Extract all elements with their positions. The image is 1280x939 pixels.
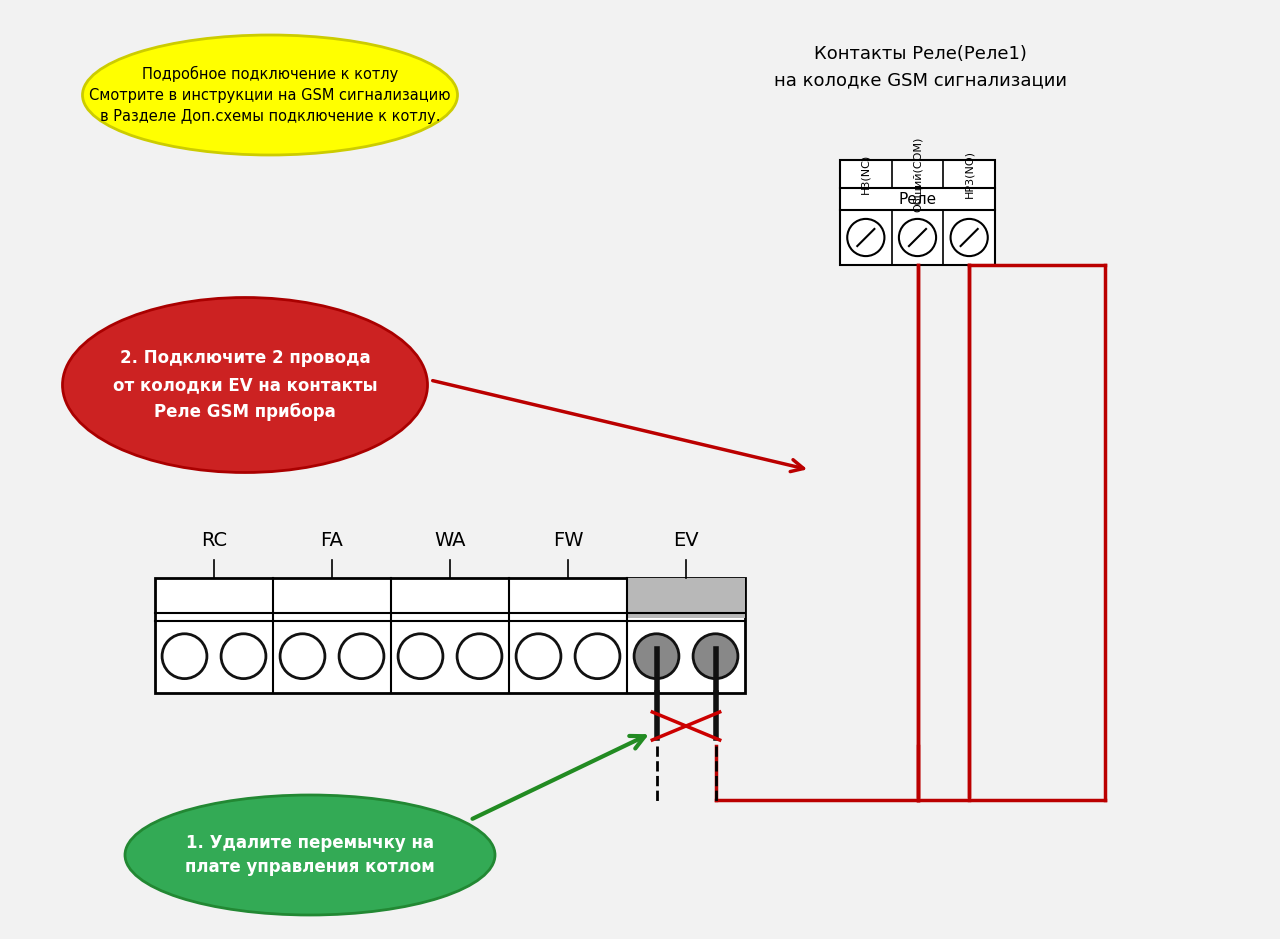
Circle shape	[692, 634, 739, 679]
Circle shape	[899, 219, 936, 256]
Circle shape	[280, 634, 325, 679]
Bar	[627, 578, 745, 618]
Circle shape	[398, 634, 443, 679]
Circle shape	[951, 219, 988, 256]
Text: НР3(NO): НР3(NO)	[964, 150, 974, 198]
Bar	[155, 578, 745, 693]
Circle shape	[634, 634, 678, 679]
Text: FW: FW	[553, 531, 584, 549]
Text: 2. Подключите 2 провода
от колодки EV на контакты
Реле GSM прибора: 2. Подключите 2 провода от колодки EV на…	[113, 349, 378, 421]
Circle shape	[575, 634, 620, 679]
Text: Общий(COM): Общий(COM)	[913, 136, 923, 211]
Text: Подробное подключение к котлу
Смотрите в инструкции на GSM сигнализацию
в Раздел: Подробное подключение к котлу Смотрите в…	[90, 66, 451, 124]
Text: Контакты Реле(Реле1)
на колодке GSM сигнализации: Контакты Реле(Реле1) на колодке GSM сигн…	[773, 45, 1066, 89]
Ellipse shape	[82, 35, 457, 155]
Text: EV: EV	[673, 531, 699, 549]
Text: FA: FA	[320, 531, 343, 549]
Text: RC: RC	[201, 531, 227, 549]
Bar	[627, 578, 745, 693]
Circle shape	[339, 634, 384, 679]
Ellipse shape	[63, 298, 428, 472]
Circle shape	[847, 219, 884, 256]
Text: Н3(NC): Н3(NC)	[861, 154, 870, 194]
Text: WA: WA	[434, 531, 466, 549]
Circle shape	[221, 634, 266, 679]
Text: Реле: Реле	[899, 192, 937, 207]
Circle shape	[516, 634, 561, 679]
Ellipse shape	[125, 795, 495, 915]
Circle shape	[163, 634, 207, 679]
Text: 1. Удалите перемычку на
плате управления котлом: 1. Удалите перемычку на плате управления…	[186, 834, 435, 876]
Circle shape	[457, 634, 502, 679]
Bar	[840, 160, 995, 265]
